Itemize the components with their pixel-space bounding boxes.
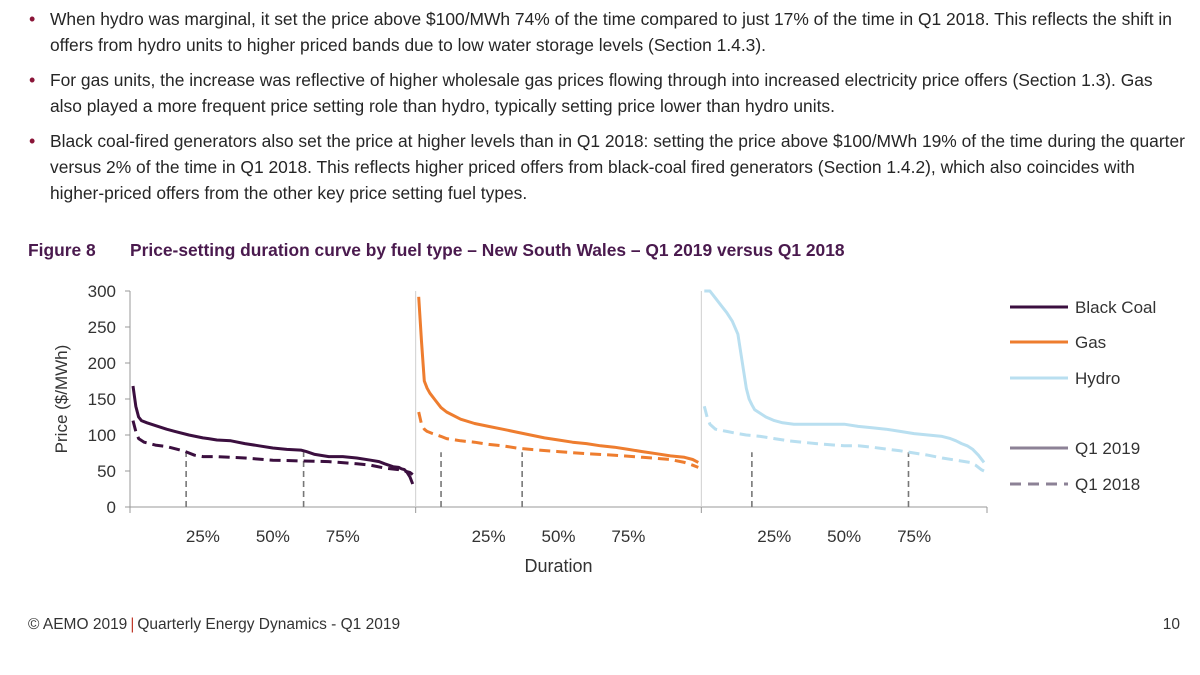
x-tick-label: 50% bbox=[827, 527, 861, 546]
bullet-item: • Black coal-fired generators also set th… bbox=[28, 128, 1188, 206]
bullet-icon: • bbox=[29, 70, 36, 90]
y-tick-label: 150 bbox=[88, 390, 116, 409]
hydro-q1-2018-line bbox=[702, 405, 985, 473]
y-tick-label: 300 bbox=[88, 282, 116, 301]
figure-title: Price-setting duration curve by fuel typ… bbox=[130, 240, 845, 260]
legend-label: Q1 2018 bbox=[1075, 475, 1140, 494]
x-tick-label: 25% bbox=[757, 527, 791, 546]
figure-caption: Figure 8 Price-setting duration curve by … bbox=[28, 240, 845, 261]
legend-label: Q1 2019 bbox=[1075, 439, 1140, 458]
black-coal-q1-2018-line bbox=[131, 420, 414, 476]
x-tick-label: 50% bbox=[541, 527, 575, 546]
publication-title: Quarterly Energy Dynamics - Q1 2019 bbox=[137, 616, 401, 633]
figure-number: Figure 8 bbox=[28, 240, 96, 260]
hydro-q1-2019-line bbox=[704, 289, 986, 464]
legend-label: Hydro bbox=[1075, 369, 1120, 388]
black-coal-q1-2019-line bbox=[131, 385, 415, 485]
x-tick-label: 75% bbox=[326, 527, 360, 546]
gas-q1-2019-line bbox=[417, 296, 699, 464]
footer-separator: | bbox=[130, 616, 135, 633]
x-axis-label: Duration bbox=[524, 556, 592, 576]
gas-q1-2018-line bbox=[417, 411, 699, 469]
footer: © AEMO 2019 | Quarterly Energy Dynamics - … bbox=[28, 616, 400, 634]
y-tick-label: 0 bbox=[107, 498, 116, 517]
page-number: 10 bbox=[1162, 616, 1180, 633]
x-tick-label: 50% bbox=[256, 527, 290, 546]
bullet-list: • When hydro was marginal, it set the pri… bbox=[28, 6, 1188, 215]
y-tick-label: 200 bbox=[88, 354, 116, 373]
bullet-icon: • bbox=[29, 9, 36, 29]
y-tick-label: 250 bbox=[88, 318, 116, 337]
x-tick-label: 25% bbox=[472, 527, 506, 546]
bullet-text: Black coal-fired generators also set the… bbox=[50, 131, 1185, 203]
bullet-icon: • bbox=[29, 131, 36, 151]
x-tick-label: 75% bbox=[897, 527, 931, 546]
y-tick-label: 50 bbox=[97, 462, 116, 481]
copyright: © AEMO 2019 bbox=[28, 616, 128, 633]
bullet-text: When hydro was marginal, it set the pric… bbox=[50, 9, 1172, 55]
bullet-text: For gas units, the increase was reflecti… bbox=[50, 70, 1153, 116]
bullet-item: • When hydro was marginal, it set the pri… bbox=[28, 6, 1188, 58]
y-axis-label: Price ($/MWh) bbox=[52, 345, 71, 454]
x-tick-label: 25% bbox=[186, 527, 220, 546]
duration-curve-chart: 0 50 100 150 200 250 300 Price ($/MWh) 25% 50% 75%… bbox=[52, 282, 1156, 576]
bullet-item: • For gas units, the increase was reflect… bbox=[28, 67, 1188, 119]
legend-label: Gas bbox=[1075, 333, 1106, 352]
x-tick-label: 75% bbox=[611, 527, 645, 546]
y-tick-label: 100 bbox=[88, 426, 116, 445]
legend-label: Black Coal bbox=[1075, 298, 1156, 317]
